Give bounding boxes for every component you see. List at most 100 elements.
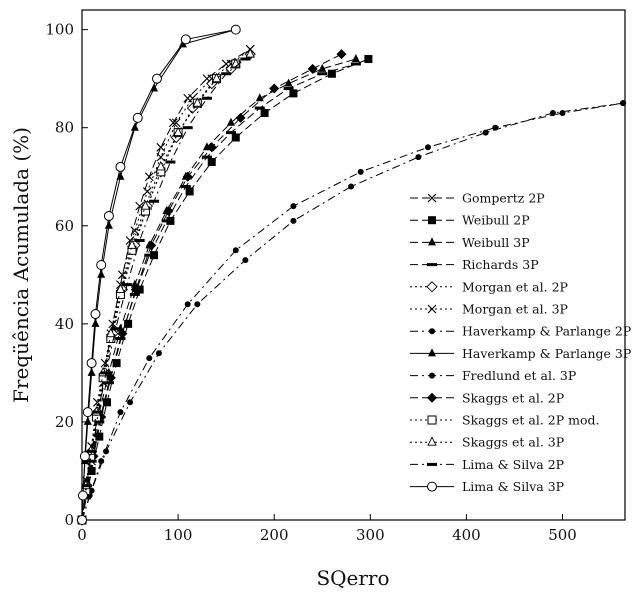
legend-marker xyxy=(428,237,436,246)
legend-marker xyxy=(428,216,436,225)
y-tick-label: 0 xyxy=(64,511,74,529)
legend-marker xyxy=(426,281,438,293)
data-point xyxy=(307,63,318,74)
axis-ticks: 0 100 200 300 400 500 0 20 40 60 80 100 xyxy=(45,21,576,544)
x-tick-label: 0 xyxy=(77,526,87,544)
data-point xyxy=(254,106,265,110)
data-point xyxy=(127,239,137,249)
legend-marker xyxy=(427,481,437,492)
legend-entry: Skaggs et al. 3P xyxy=(410,435,564,450)
data-point xyxy=(96,260,107,270)
data-point xyxy=(192,97,203,107)
data-point xyxy=(350,62,361,66)
data-point xyxy=(108,319,118,329)
data-point xyxy=(134,238,145,242)
data-point xyxy=(163,206,174,217)
data-point xyxy=(103,210,114,221)
data-point xyxy=(130,226,140,236)
data-point xyxy=(87,367,96,376)
x-tick-label: 300 xyxy=(356,526,385,544)
x-tick-label: 500 xyxy=(548,526,577,544)
data-point xyxy=(140,200,151,210)
legend-label: Weibull 3P xyxy=(462,235,530,250)
legend-entry: Lima & Silva 3P xyxy=(410,479,564,494)
data-point xyxy=(161,219,172,223)
data-point xyxy=(245,48,255,58)
data-point xyxy=(364,55,373,64)
legend-entry: Morgan et al. 2P xyxy=(410,279,568,294)
legend-entry: Richards 3P xyxy=(410,257,539,272)
data-point xyxy=(283,86,294,90)
data-point xyxy=(129,292,140,296)
data-point xyxy=(102,398,111,407)
x-tick-label: 200 xyxy=(260,526,289,544)
data-point xyxy=(142,187,152,196)
series-7 xyxy=(78,24,240,523)
legend-entry: Weibull 2P xyxy=(410,213,530,228)
data-point xyxy=(92,397,102,407)
data-point xyxy=(93,410,104,414)
data-point xyxy=(317,72,328,76)
data-point xyxy=(242,257,249,264)
data-point xyxy=(284,78,293,87)
legend-marker xyxy=(427,304,437,314)
series-5 xyxy=(77,44,255,525)
legend-marker xyxy=(429,328,435,335)
data-point xyxy=(101,371,112,375)
data-point xyxy=(115,161,126,172)
legend-entry: Skaggs et al. 2P xyxy=(410,390,564,405)
data-point xyxy=(146,355,153,362)
legend-marker xyxy=(429,372,435,379)
y-tick-label: 40 xyxy=(55,315,74,333)
data-point xyxy=(105,372,116,383)
data-point xyxy=(260,108,269,117)
data-point xyxy=(424,144,431,151)
data-point xyxy=(290,217,297,224)
data-point xyxy=(77,515,87,525)
legend-marker xyxy=(427,392,437,403)
data-point xyxy=(184,301,191,308)
legend-entry: Weibull 3P xyxy=(410,235,530,250)
legend-entry: Haverkamp & Parlange 3P xyxy=(410,346,631,361)
data-point xyxy=(171,118,181,128)
legend-marker xyxy=(427,263,437,267)
series-line xyxy=(81,29,236,521)
series-layer xyxy=(76,24,627,526)
legend-marker xyxy=(428,348,436,357)
legend-label: Skaggs et al. 2P mod. xyxy=(462,413,599,428)
data-point xyxy=(144,172,154,182)
legend-label: Skaggs et al. 3P xyxy=(462,435,564,450)
legend-label: Fredlund et al. 3P xyxy=(462,368,576,383)
data-point xyxy=(110,327,121,331)
data-point xyxy=(269,83,280,94)
legend-label: Morgan et al. 3P xyxy=(462,302,568,317)
data-point xyxy=(116,171,125,180)
data-point xyxy=(117,409,124,416)
data-point xyxy=(97,269,106,278)
data-point xyxy=(201,155,212,159)
data-point xyxy=(168,118,178,128)
data-point xyxy=(156,152,166,162)
data-point xyxy=(180,34,191,45)
legend-entry: Skaggs et al. 2P mod. xyxy=(410,413,599,428)
series-line xyxy=(81,53,251,521)
data-point xyxy=(201,96,212,100)
data-point xyxy=(336,49,347,60)
legend-entry: Morgan et al. 3P xyxy=(410,302,568,317)
data-point xyxy=(103,448,110,455)
data-point xyxy=(87,466,96,475)
legend-marker xyxy=(427,415,437,425)
data-point xyxy=(103,381,114,385)
legend-entry: Gompertz 2P xyxy=(410,191,545,206)
data-point xyxy=(124,319,133,328)
legend-label: Gompertz 2P xyxy=(462,191,545,206)
legend-marker xyxy=(427,462,437,466)
series-line xyxy=(81,58,369,521)
legend-label: Haverkamp & Parlange 2P xyxy=(462,324,631,339)
data-point xyxy=(122,283,133,287)
data-point xyxy=(94,420,105,424)
data-point xyxy=(144,253,155,257)
data-point xyxy=(225,131,236,135)
series-line xyxy=(81,29,236,521)
data-point xyxy=(221,72,232,76)
